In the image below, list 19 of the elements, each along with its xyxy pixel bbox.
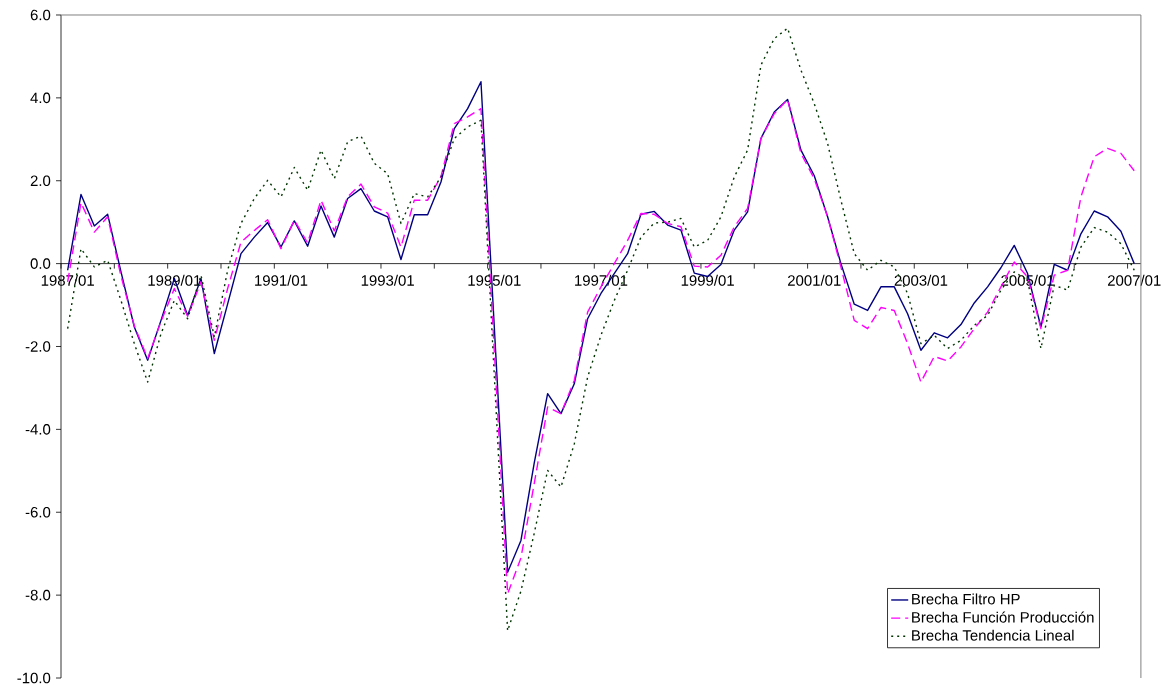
x-tick-label: 1991/01 bbox=[255, 274, 308, 286]
y-tick-label: 0.0 bbox=[30, 258, 51, 269]
y-tick-label: 6.0 bbox=[30, 9, 51, 21]
y-tick-label: -8.0 bbox=[25, 589, 51, 601]
y-tick-label: 2.0 bbox=[30, 175, 51, 187]
x-tick-label: 1999/01 bbox=[681, 274, 734, 286]
legend-label: Brecha Filtro HP bbox=[912, 593, 1020, 605]
y-tick-label: 4.0 bbox=[30, 92, 51, 104]
x-tick-label: 1987/01 bbox=[41, 274, 94, 286]
x-tick-label: 1993/01 bbox=[361, 274, 414, 286]
y-tick-label: -10.0 bbox=[17, 672, 51, 684]
x-tick-label: 2007/01 bbox=[1107, 274, 1161, 286]
legend-label: Brecha Tendencia Lineal bbox=[912, 629, 1074, 641]
y-tick-label: -4.0 bbox=[25, 424, 51, 435]
x-tick-label: 2001/01 bbox=[788, 274, 841, 286]
legend-label: Brecha Función Producción bbox=[912, 611, 1094, 623]
y-tick-label: -6.0 bbox=[25, 506, 51, 518]
y-tick-label: -2.0 bbox=[25, 341, 51, 352]
x-tick-label: 2003/01 bbox=[894, 274, 948, 286]
